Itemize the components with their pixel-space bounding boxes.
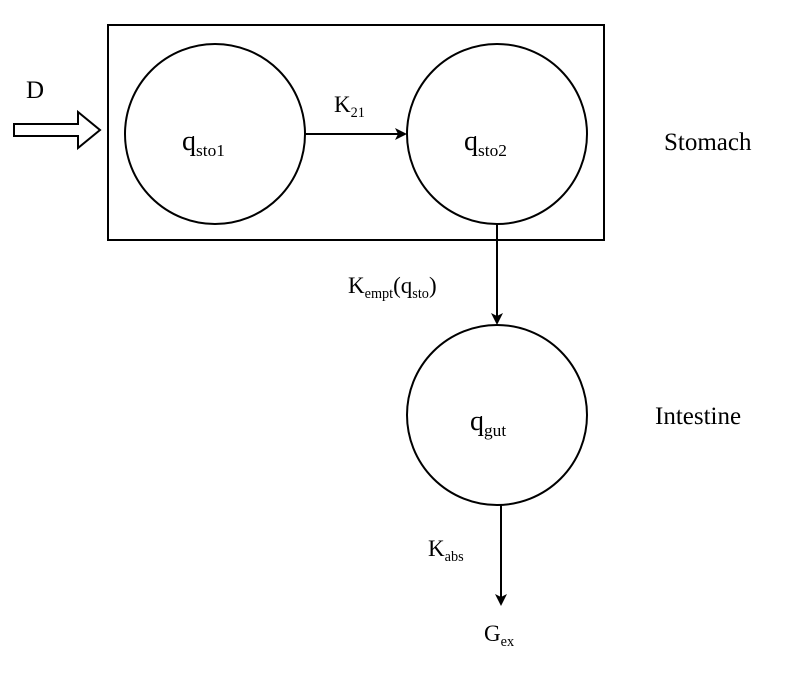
qgut-base: q — [470, 406, 484, 437]
k21-base: K — [334, 92, 351, 117]
kabs-base: K — [428, 536, 445, 561]
qsto2-label: qsto2 — [464, 126, 507, 161]
kempt-open: (q — [393, 273, 413, 298]
stomach-label: Stomach — [664, 129, 752, 156]
gex-label: Gex — [484, 622, 514, 649]
qsto2-base: q — [464, 126, 478, 157]
k21-label: K21 — [334, 93, 365, 120]
qgut-label: qgut — [470, 406, 507, 441]
kempt-label: Kempt(qsto) — [348, 274, 437, 301]
kempt-sub: empt — [364, 285, 394, 302]
kempt-arg-sub: sto — [412, 285, 429, 302]
dose-input-arrow — [13, 109, 102, 151]
stomach-box — [107, 24, 605, 241]
gex-base: G — [484, 621, 501, 646]
qsto1-label: qsto1 — [182, 126, 225, 161]
dose-label-text: D — [26, 77, 45, 104]
dose-label: D — [26, 78, 44, 103]
gex-sub: ex — [500, 633, 515, 650]
k21-sub: 21 — [350, 104, 365, 121]
kabs-sub: abs — [444, 548, 464, 565]
qsto1-sub: sto1 — [196, 141, 225, 161]
qsto1-base: q — [182, 126, 196, 157]
intestine-label: Intestine — [655, 403, 742, 430]
qsto2-sub: sto2 — [478, 141, 507, 161]
compartment-qgut — [406, 324, 588, 506]
kempt-base: K — [348, 273, 365, 298]
kempt-close: ) — [428, 273, 437, 298]
kabs-label: Kabs — [428, 537, 464, 564]
qgut-sub: gut — [484, 421, 507, 441]
